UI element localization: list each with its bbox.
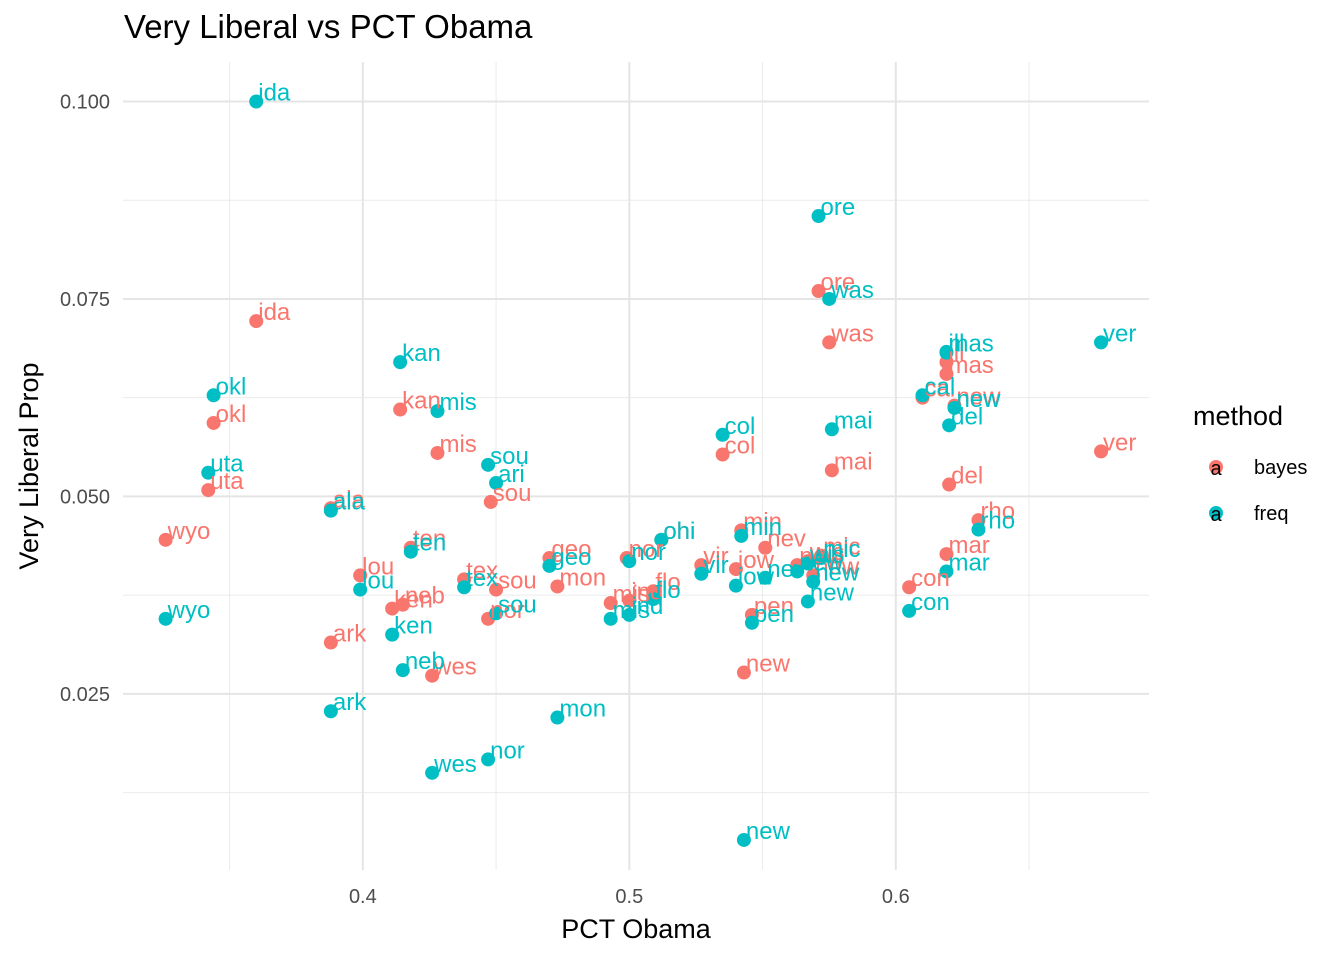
- legend-items: a bayes a freq: [1209, 457, 1307, 526]
- data-label: mai: [834, 407, 873, 434]
- data-label: uta: [210, 451, 244, 478]
- data-label: new: [746, 651, 791, 678]
- data-label: okl: [216, 373, 247, 400]
- data-label: wyo: [167, 597, 211, 624]
- data-label: ore: [821, 194, 856, 221]
- data-label: ala: [333, 489, 366, 516]
- y-tick-label: 0.075: [60, 289, 110, 311]
- data-label: ohi: [663, 518, 695, 545]
- data-label: col: [725, 413, 756, 440]
- data-label: mis: [439, 389, 476, 416]
- data-label: del: [951, 463, 983, 490]
- data-label: new: [746, 818, 791, 845]
- data-label: flo: [655, 577, 680, 604]
- data-label: con: [911, 589, 950, 616]
- data-label: nor: [631, 539, 666, 566]
- legend: method a bayes a freq: [1193, 401, 1307, 526]
- data-label: kan: [402, 340, 441, 367]
- data-label: mas: [948, 331, 993, 358]
- x-tick-label: 0.6: [882, 886, 910, 908]
- y-axis-title: Very Liberal Prop: [14, 362, 44, 569]
- legend-key-glyph: a: [1210, 504, 1222, 526]
- data-label: neb: [405, 648, 445, 675]
- data-label: tex: [466, 565, 498, 592]
- data-label: ken: [394, 613, 433, 640]
- data-label: new: [810, 579, 855, 606]
- x-tick-label: 0.5: [615, 886, 643, 908]
- legend-entry-label: bayes: [1254, 457, 1307, 479]
- data-label: was: [830, 320, 874, 347]
- data-label: cal: [924, 373, 955, 400]
- data-label: lou: [362, 568, 394, 595]
- data-label: ida: [258, 79, 291, 106]
- legend-entry-label: freq: [1254, 503, 1288, 525]
- x-tick-label: 0.4: [349, 886, 377, 908]
- data-label: was: [830, 277, 874, 304]
- legend-title: method: [1193, 401, 1283, 431]
- data-label-layer: idaoklutawyoalaarkkanmisloukennebtenwest…: [167, 79, 1137, 844]
- data-label: mis: [439, 431, 476, 458]
- data-label: sou: [498, 591, 537, 618]
- data-label: del: [951, 403, 983, 430]
- data-label: ark: [333, 689, 367, 716]
- y-tick-label: 0.100: [60, 91, 110, 113]
- legend-key-glyph: a: [1210, 458, 1222, 480]
- data-label: wyo: [167, 518, 211, 545]
- data-label: ver: [1103, 429, 1136, 456]
- data-label: neb: [405, 583, 445, 610]
- data-label: mai: [834, 448, 873, 475]
- data-label: ten: [413, 530, 446, 557]
- data-label: ver: [1103, 320, 1136, 347]
- data-label: geo: [551, 544, 591, 571]
- data-label: rho: [980, 508, 1015, 535]
- y-tick-label: 0.050: [60, 486, 110, 508]
- data-label: ark: [333, 621, 367, 648]
- data-label: mar: [948, 549, 989, 576]
- data-label: okl: [216, 401, 247, 428]
- data-label: nor: [490, 737, 525, 764]
- y-tick-label: 0.025: [60, 684, 110, 706]
- data-label: ida: [258, 299, 291, 326]
- data-label: vir: [703, 552, 728, 579]
- data-label: min: [743, 514, 782, 541]
- data-label: mon: [559, 696, 606, 723]
- data-label: pen: [754, 601, 794, 628]
- data-label: kan: [402, 388, 441, 415]
- data-label: wes: [433, 751, 477, 778]
- data-label: ari: [498, 461, 525, 488]
- x-axis-title: PCT Obama: [561, 914, 712, 944]
- grid-layer: [123, 62, 1149, 870]
